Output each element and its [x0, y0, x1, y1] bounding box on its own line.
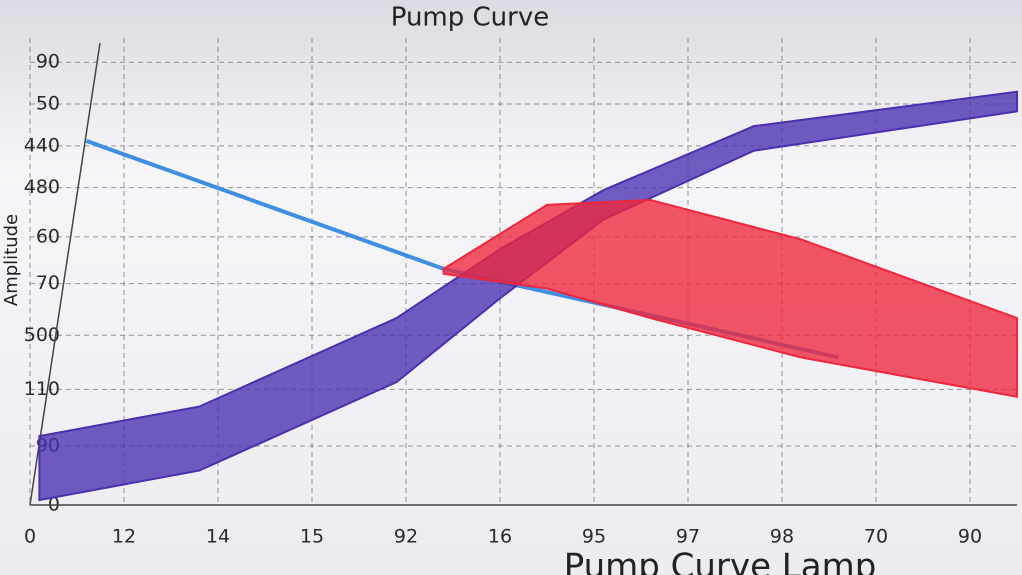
- plot-layer: 0901105007060480440509001214159216959798…: [24, 38, 1018, 548]
- x-tick-label: 70: [864, 526, 888, 548]
- band: [38, 90, 1018, 502]
- x-tick-label: 16: [488, 526, 512, 548]
- y-tick-label: 70: [36, 272, 60, 294]
- y-tick-label: 110: [24, 378, 60, 400]
- x-tick-label: 90: [958, 526, 982, 548]
- x-axis-label: Pump Curve Lamp: [564, 547, 877, 575]
- y-axis: [29, 42, 101, 506]
- x-tick-label: 97: [676, 526, 700, 548]
- x-tick-label: 12: [112, 526, 136, 548]
- y-tick-label: 480: [24, 176, 60, 198]
- x-tick-label: 95: [582, 526, 606, 548]
- x-tick-label: 15: [300, 526, 324, 548]
- y-tick-label: 440: [24, 134, 60, 156]
- y-axis-label: Amplitude: [1, 214, 22, 306]
- y-tick-label: 60: [36, 225, 60, 247]
- x-tick-label: 92: [394, 526, 418, 548]
- y-tick-label: 50: [36, 93, 60, 115]
- x-tick-label: 14: [206, 526, 230, 548]
- y-tick-label: 500: [24, 324, 60, 346]
- y-tick-label: 90: [36, 51, 60, 73]
- chart-title: Pump Curve: [391, 3, 550, 33]
- x-tick-label: 0: [24, 526, 36, 548]
- x-tick-label: 98: [770, 526, 794, 548]
- band: [442, 198, 1018, 398]
